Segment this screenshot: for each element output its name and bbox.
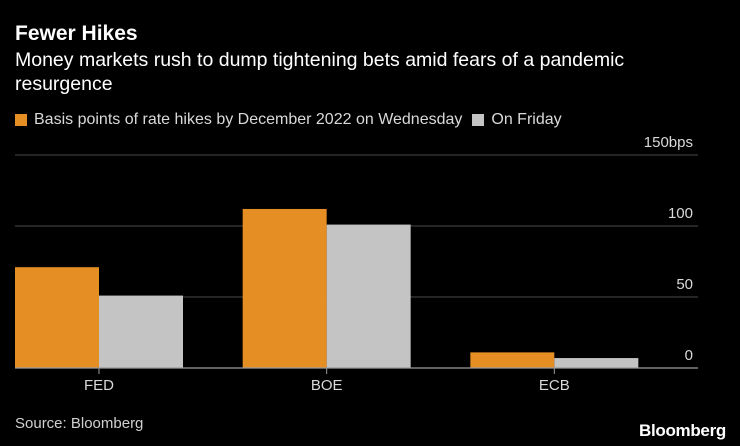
legend-item-friday: On Friday <box>472 110 562 130</box>
chart-subtitle: Money markets rush to dump tightening be… <box>15 49 625 95</box>
bar-boe-wednesday <box>242 208 327 368</box>
x-tick-label-fed: FED <box>84 377 114 394</box>
y-tick-label-50: 50 <box>676 276 693 293</box>
legend-swatch-wednesday <box>15 114 27 126</box>
bar-fed-wednesday <box>15 267 99 368</box>
bar-fed-friday <box>99 295 183 368</box>
bloomberg-logo: Bloomberg <box>638 421 726 440</box>
legend-swatch-friday <box>472 114 485 126</box>
bar-ecb-wednesday <box>470 352 555 368</box>
y-tick-label-150: 150bps <box>644 134 693 151</box>
x-tick-label-ecb: ECB <box>539 377 570 394</box>
x-tick-label-boe: BOE <box>311 377 343 394</box>
legend-label-wednesday: Basis points of rate hikes by December 2… <box>34 111 463 128</box>
legend: Basis points of rate hikes by December 2… <box>15 110 572 130</box>
legend-item-wednesday: Basis points of rate hikes by December 2… <box>15 110 462 130</box>
legend-label-friday: On Friday <box>491 111 562 128</box>
y-tick-label-100: 100 <box>668 205 693 222</box>
y-tick-label-0: 0 <box>685 347 693 364</box>
source-note: Source: Bloomberg <box>15 415 144 432</box>
bar-boe-friday <box>326 224 411 368</box>
chart-title: Fewer Hikes <box>15 22 138 45</box>
bar-ecb-friday <box>554 358 639 368</box>
